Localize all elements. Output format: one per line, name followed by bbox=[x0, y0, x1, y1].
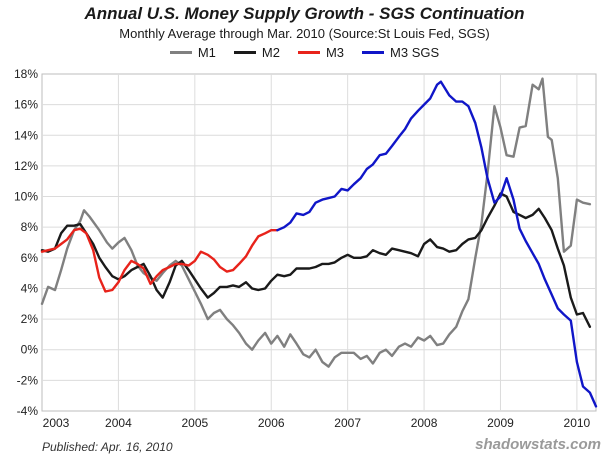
legend-item-m3-sgs: M3 SGS bbox=[362, 45, 439, 60]
legend-swatch-m1 bbox=[169, 51, 192, 54]
legend-label-m3-sgs: M3 SGS bbox=[390, 45, 440, 60]
y-tick-label: 6% bbox=[21, 251, 39, 265]
y-tick-label: 16% bbox=[14, 98, 38, 112]
x-tick-label: 2005 bbox=[181, 416, 208, 430]
legend-item-m1: M1 bbox=[169, 45, 216, 60]
chart-subtitle: Monthly Average through Mar. 2010 (Sourc… bbox=[119, 26, 490, 41]
x-tick-label: 2003 bbox=[43, 416, 70, 430]
y-tick-label: 2% bbox=[21, 312, 39, 326]
legend-label-m1: M1 bbox=[197, 45, 216, 60]
y-tick-label: 4% bbox=[21, 281, 39, 295]
x-tick-label: 2010 bbox=[564, 416, 591, 430]
published-date: Published: Apr. 16, 2010 bbox=[42, 440, 173, 454]
brand-watermark: shadowstats.com bbox=[475, 436, 601, 453]
x-tick-label: 2007 bbox=[334, 416, 361, 430]
plot-area bbox=[41, 73, 597, 412]
legend-item-m2: M2 bbox=[233, 45, 280, 60]
legend-swatch-m3 bbox=[297, 51, 320, 54]
x-tick-label: 2009 bbox=[487, 416, 514, 430]
series-line-m3-sgs bbox=[276, 80, 598, 408]
series-line-m3 bbox=[40, 227, 279, 293]
y-tick-label: -2% bbox=[17, 373, 39, 387]
chart-title: Annual U.S. Money Supply Growth - SGS Co… bbox=[84, 4, 525, 23]
y-tick-label: 0% bbox=[21, 343, 39, 357]
y-tick-label: 18% bbox=[14, 67, 38, 81]
legend-swatch-m2 bbox=[233, 51, 256, 54]
chart-legend: M1 M2 M3 M3 SGS bbox=[0, 45, 609, 60]
y-tick-label: 12% bbox=[14, 159, 38, 173]
legend-label-m3: M3 bbox=[325, 45, 345, 60]
y-tick-label: 10% bbox=[14, 190, 38, 204]
legend-label-m2: M2 bbox=[261, 45, 280, 60]
legend-item-m3: M3 bbox=[297, 45, 345, 60]
series-line-m1 bbox=[40, 77, 592, 368]
y-tick-label: 8% bbox=[21, 220, 39, 234]
x-tick-label: 2008 bbox=[411, 416, 438, 430]
x-tick-label: 2004 bbox=[105, 416, 132, 430]
x-tick-label: 2006 bbox=[258, 416, 285, 430]
y-tick-label: -4% bbox=[17, 404, 39, 418]
y-tick-label: 14% bbox=[14, 128, 38, 142]
legend-swatch-m3-sgs bbox=[362, 51, 385, 54]
